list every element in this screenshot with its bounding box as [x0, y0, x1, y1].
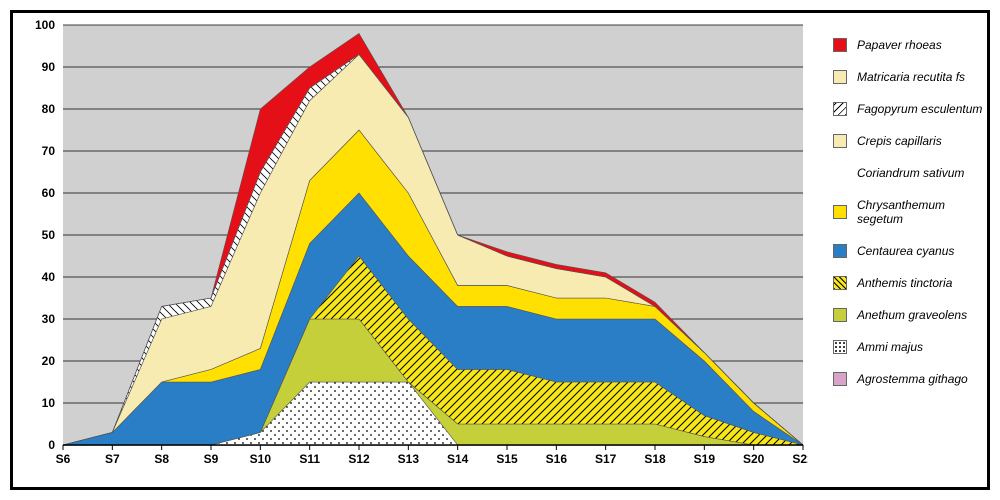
x-tick-label: S14 [447, 452, 469, 466]
x-tick-label: S6 [56, 452, 71, 466]
x-tick-label: S7 [105, 452, 120, 466]
x-tick-label: S21 [792, 452, 808, 466]
legend-swatch [833, 102, 847, 116]
legend: Papaver rhoeas Matricaria recutita fs Fago… [833, 38, 987, 404]
x-tick-label: S11 [299, 452, 320, 466]
legend-label: Agrostemma githago [857, 372, 968, 386]
x-tick-label: S13 [398, 452, 420, 466]
legend-swatch [833, 134, 847, 148]
legend-item: Coriandrum sativum [833, 166, 987, 180]
stacked-area-chart: 0 10 20 30 40 50 60 70 80 90 100 S6 S7 S8 S9 S10 S11 S12 S… [13, 13, 808, 475]
legend-swatch [833, 38, 847, 52]
x-tick-label: S19 [694, 452, 716, 466]
legend-item: Ammi majus [833, 340, 987, 354]
x-tick-label: S17 [595, 452, 617, 466]
legend-item: Papaver rhoeas [833, 38, 987, 52]
y-tick-label: 50 [42, 228, 56, 242]
y-tick-label: 70 [42, 144, 56, 158]
x-tick-label: S9 [204, 452, 219, 466]
legend-label: Ammi majus [857, 340, 923, 354]
y-tick-label: 10 [42, 396, 56, 410]
legend-item: Centaurea cyanus [833, 244, 987, 258]
x-tick-label: S12 [348, 452, 370, 466]
legend-item: Anethum graveolens [833, 308, 987, 322]
legend-swatch [833, 340, 847, 354]
y-tick-label: 90 [42, 60, 56, 74]
legend-swatch [833, 70, 847, 84]
legend-label: Coriandrum sativum [857, 166, 964, 180]
y-tick-label: 30 [42, 312, 56, 326]
x-tick-label: S15 [496, 452, 518, 466]
legend-item: Agrostemma githago [833, 372, 987, 386]
legend-item: Fagopyrum esculentum [833, 102, 987, 116]
x-tick-label: S16 [546, 452, 568, 466]
legend-item: Chrysanthemum segetum [833, 198, 987, 226]
y-tick-label: 60 [42, 186, 56, 200]
y-tick-label: 20 [42, 354, 56, 368]
legend-label: Crepis capillaris [857, 134, 942, 148]
legend-label: Anethum graveolens [857, 308, 967, 322]
x-tick-label: S10 [250, 452, 272, 466]
legend-label: Centaurea cyanus [857, 244, 954, 258]
legend-label: Chrysanthemum segetum [857, 198, 987, 226]
y-tick-label: 100 [35, 18, 55, 32]
legend-label: Fagopyrum esculentum [857, 102, 982, 116]
legend-swatch [833, 372, 847, 386]
legend-label: Matricaria recutita fs [857, 70, 965, 84]
legend-swatch [833, 244, 847, 258]
x-tick-label: S20 [743, 452, 765, 466]
x-tick-label: S18 [644, 452, 666, 466]
legend-swatch [833, 205, 847, 219]
legend-label: Papaver rhoeas [857, 38, 942, 52]
x-tick-label: S8 [154, 452, 169, 466]
legend-label: Anthemis tinctoria [857, 276, 952, 290]
y-tick-label: 80 [42, 102, 56, 116]
y-tick-label: 0 [48, 438, 55, 452]
y-tick-label: 40 [42, 270, 56, 284]
legend-item: Anthemis tinctoria [833, 276, 987, 290]
chart-container: 0 10 20 30 40 50 60 70 80 90 100 S6 S7 S8 S9 S10 S11 S12 S… [10, 10, 990, 490]
legend-item: Matricaria recutita fs [833, 70, 987, 84]
legend-swatch [833, 276, 847, 290]
legend-swatch [833, 308, 847, 322]
legend-item: Crepis capillaris [833, 134, 987, 148]
